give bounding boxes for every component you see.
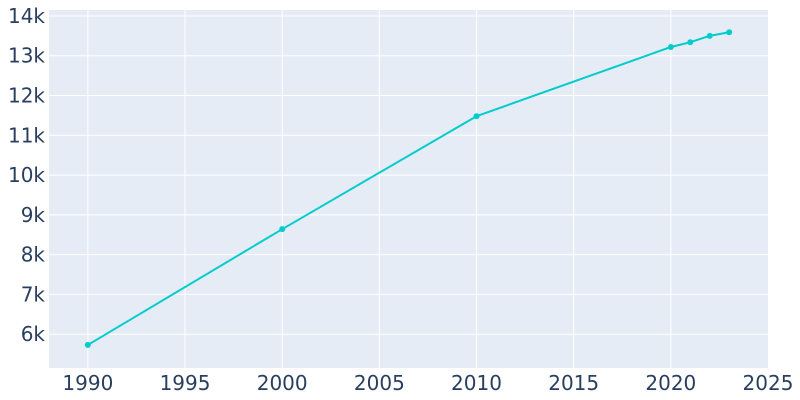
data-point — [706, 32, 713, 39]
x-tick-label: 2015 — [548, 371, 599, 395]
data-point — [687, 39, 694, 46]
x-gridlines — [87, 10, 672, 368]
data-point — [84, 341, 91, 348]
data-point — [279, 226, 286, 233]
y-tick-label: 8k — [21, 243, 46, 267]
x-tick-label: 1990 — [62, 371, 113, 395]
data-point — [726, 29, 733, 36]
y-tick-label: 12k — [8, 84, 45, 108]
x-axis-tick-labels: 1990 1995 2000 2005 2010 2015 2020 2025 — [62, 371, 793, 395]
y-tick-label: 7k — [21, 282, 46, 306]
x-tick-label: 2005 — [354, 371, 405, 395]
plot-area — [49, 10, 768, 368]
y-tick-label: 14k — [8, 4, 45, 28]
data-point — [473, 113, 480, 120]
data-point — [667, 43, 674, 50]
y-tick-label: 6k — [21, 322, 46, 346]
x-tick-label: 1995 — [160, 371, 211, 395]
y-tick-label: 13k — [8, 44, 45, 68]
series-group — [84, 29, 733, 348]
y-axis-tick-labels: 6k 7k 8k 9k 10k 11k 12k 13k 14k — [8, 4, 45, 346]
x-tick-label: 2010 — [451, 371, 502, 395]
y-tick-label: 10k — [8, 163, 45, 187]
y-gridlines — [49, 15, 768, 335]
x-tick-label: 2000 — [257, 371, 308, 395]
y-tick-label: 9k — [21, 203, 46, 227]
y-tick-label: 11k — [8, 123, 45, 147]
x-tick-label: 2020 — [645, 371, 696, 395]
x-tick-label: 2025 — [743, 371, 794, 395]
